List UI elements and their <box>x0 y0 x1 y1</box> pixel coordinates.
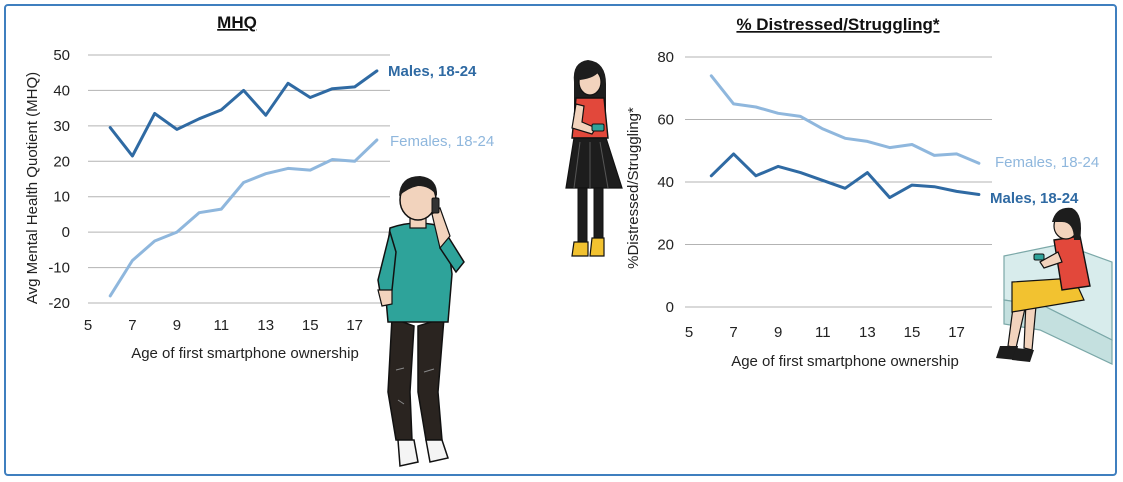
mhq-y-tick-label: 40 <box>53 82 70 99</box>
distressed-x-tick-label: 17 <box>948 324 965 341</box>
mhq-chart-title: MHQ <box>217 13 257 32</box>
mhq-y-ticks: -20 -10 0 10 20 30 40 50 <box>48 47 70 312</box>
mhq-x-tick-label: 7 <box>128 317 136 334</box>
mhq-y-tick-label: -10 <box>48 260 70 277</box>
distressed-series-label-males: Males, 18-24 <box>990 190 1079 207</box>
mhq-x-tick-label: 5 <box>84 317 92 334</box>
distressed-x-ticks: 5 7 9 11 13 15 17 <box>685 324 965 341</box>
distressed-gridlines <box>685 56 992 308</box>
mhq-x-tick-label: 13 <box>257 317 274 334</box>
mhq-series-label-females: Females, 18-24 <box>390 133 494 150</box>
mhq-x-ticks: 5 7 9 11 13 15 17 <box>84 317 363 334</box>
distressed-y-tick-label: 60 <box>657 112 674 129</box>
distressed-y-ticks: 0 20 40 60 80 <box>657 49 674 316</box>
distressed-x-axis-label: Age of first smartphone ownership <box>731 353 959 370</box>
mhq-series-label-males: Males, 18-24 <box>388 63 477 80</box>
chart-distressed: 0 20 40 60 80 5 7 9 11 13 15 17 % Distressed/Strug… <box>625 15 1099 370</box>
mhq-series <box>108 69 379 298</box>
man-on-phone-illustration <box>377 176 465 467</box>
distressed-y-axis-label: %Distressed/Struggling* <box>625 107 642 269</box>
mhq-y-tick-label: -20 <box>48 295 70 312</box>
distressed-series-label-females: Females, 18-24 <box>995 154 1099 171</box>
girl-with-phone-illustration <box>565 60 623 257</box>
figure-frame <box>4 4 1117 476</box>
mhq-y-tick-label: 30 <box>53 118 70 135</box>
distressed-x-tick-label: 13 <box>859 324 876 341</box>
distressed-x-tick-label: 7 <box>729 324 737 341</box>
distressed-y-tick-label: 40 <box>657 174 674 191</box>
distressed-chart-title: % Distressed/Struggling* <box>736 15 939 34</box>
distressed-y-tick-label: 20 <box>657 237 674 254</box>
distressed-series <box>709 74 981 200</box>
distressed-y-tick-label: 80 <box>657 49 674 66</box>
mhq-y-axis-label: Avg Mental Health Quotient (MHQ) <box>24 72 41 304</box>
mhq-gridlines <box>88 54 390 304</box>
mhq-x-tick-label: 9 <box>173 317 181 334</box>
woman-on-bench-illustration <box>996 207 1113 365</box>
distressed-line-females <box>709 74 981 165</box>
mhq-y-tick-label: 20 <box>53 153 70 170</box>
mhq-line-females <box>108 138 379 298</box>
distressed-x-tick-label: 11 <box>815 324 831 341</box>
distressed-line-males <box>709 152 981 200</box>
mhq-x-tick-label: 17 <box>346 317 363 334</box>
distressed-y-tick-label: 0 <box>666 299 674 316</box>
mhq-x-tick-label: 15 <box>302 317 319 334</box>
mhq-line-males <box>108 69 379 158</box>
mhq-x-axis-label: Age of first smartphone ownership <box>131 345 359 362</box>
distressed-x-tick-label: 9 <box>774 324 782 341</box>
mhq-y-tick-label: 10 <box>53 189 70 206</box>
distressed-x-tick-label: 15 <box>904 324 921 341</box>
mhq-y-tick-label: 50 <box>53 47 70 64</box>
mhq-x-tick-label: 11 <box>214 317 230 334</box>
chart-mhq: -20 -10 0 10 20 30 40 50 5 7 9 11 13 15 17 MHQ Age of… <box>24 13 494 362</box>
distressed-x-tick-label: 5 <box>685 324 693 341</box>
mhq-y-tick-label: 0 <box>62 224 70 241</box>
